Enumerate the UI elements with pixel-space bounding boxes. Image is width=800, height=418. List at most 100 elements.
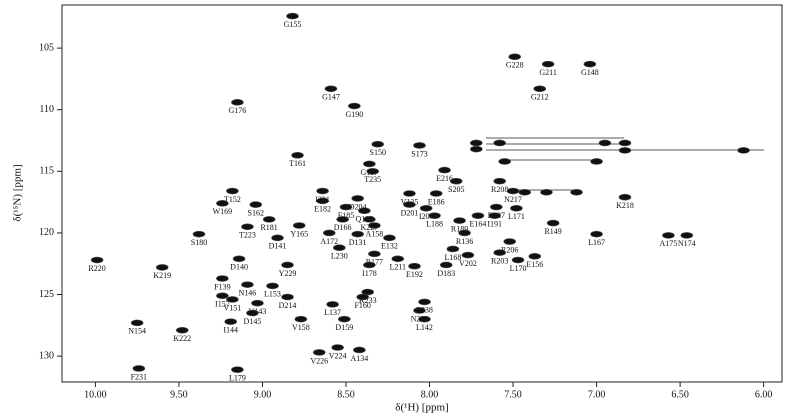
peak <box>413 307 426 314</box>
peak <box>429 190 443 197</box>
peak-label: R208 <box>491 185 508 194</box>
peak <box>226 187 239 195</box>
peak <box>737 147 750 154</box>
peak-label: V224 <box>329 351 347 360</box>
y-axis-label: δ(¹⁵N) [ppm] <box>12 164 24 221</box>
peak-label: L211 <box>389 263 406 272</box>
x-tick-label: 6.00 <box>755 389 773 400</box>
y-tick-label: 115 <box>39 166 54 177</box>
peak-label: S180 <box>191 238 207 247</box>
peak-label: G176 <box>229 106 247 115</box>
peak <box>488 212 501 219</box>
peak-label: V202 <box>459 259 477 268</box>
peak <box>336 216 349 223</box>
y-tick-label: 125 <box>39 289 54 300</box>
peak-label: G155 <box>284 20 302 29</box>
peak <box>192 230 206 238</box>
peak-label: D140 <box>230 263 248 272</box>
peak <box>458 229 471 237</box>
peak <box>339 203 353 211</box>
peak-label: F185 <box>338 211 354 220</box>
peak-label: N217 <box>504 195 522 204</box>
peak <box>322 229 336 237</box>
peak-label: V226 <box>310 356 328 365</box>
peak <box>428 212 441 219</box>
peak-label: I157 <box>215 300 230 309</box>
peak-label: T152 <box>224 195 241 204</box>
peak <box>348 102 361 110</box>
peak <box>662 232 675 239</box>
peak-label: K233 <box>359 296 377 305</box>
peak <box>461 251 475 259</box>
peak <box>216 275 229 282</box>
peak <box>326 301 339 308</box>
peak <box>503 238 517 245</box>
peak-label: K218 <box>616 201 634 210</box>
peak-label: I207 <box>419 212 434 221</box>
peak <box>453 217 466 224</box>
peak <box>439 261 453 269</box>
peak <box>216 292 229 300</box>
peak <box>493 177 506 185</box>
x-tick-label: 10.00 <box>84 389 107 400</box>
peak <box>383 234 396 242</box>
x-tick-label: 7.50 <box>504 389 522 400</box>
peak <box>363 261 376 269</box>
peak-label: N174 <box>678 239 696 248</box>
peak-label: E132 <box>381 242 398 251</box>
peak <box>511 256 525 264</box>
peak <box>498 158 511 165</box>
peak-label: E192 <box>406 270 423 279</box>
peak <box>418 315 431 323</box>
peak-label: F139 <box>214 282 230 291</box>
peak-label: A175 <box>660 239 678 248</box>
peak-label: R149 <box>544 227 561 236</box>
peak <box>356 293 369 301</box>
peak-label: G212 <box>531 93 549 102</box>
peak-label: V158 <box>292 323 310 332</box>
peak-label: L167 <box>588 238 605 247</box>
peak <box>262 216 276 223</box>
peak <box>533 85 547 93</box>
peak <box>391 255 405 263</box>
peak <box>490 203 503 211</box>
peak <box>241 223 254 231</box>
peak-label: F160 <box>354 301 370 310</box>
y-tick-label: 110 <box>39 104 54 115</box>
x-tick-label: 6.50 <box>671 389 689 400</box>
y-tick-label: 105 <box>39 42 54 53</box>
peak-label: E182 <box>314 205 331 214</box>
peak-label: L230 <box>331 252 348 261</box>
peak <box>618 139 632 147</box>
peak <box>419 204 433 212</box>
peak <box>331 344 344 351</box>
peak-label: L188 <box>426 220 443 229</box>
x-tick-label: 8.50 <box>337 389 355 400</box>
peak <box>403 201 416 208</box>
peak <box>590 158 603 165</box>
peak-label: T235 <box>364 175 381 184</box>
peak <box>281 293 294 301</box>
peak-label: T161 <box>289 159 306 168</box>
peak <box>324 85 338 93</box>
peak <box>508 53 522 61</box>
peak <box>271 234 284 242</box>
peak-label: D131 <box>349 238 367 247</box>
peak <box>132 365 146 372</box>
peak-label: I144 <box>223 325 238 334</box>
peak <box>528 253 542 260</box>
y-tick-label: 130 <box>39 350 54 361</box>
peak-label: R189 <box>451 224 468 233</box>
peak <box>366 168 380 175</box>
peak-label: S150 <box>370 148 386 157</box>
peak-label: D145 <box>244 317 262 326</box>
peak-label: D214 <box>279 301 297 310</box>
peak <box>469 145 483 153</box>
peak <box>471 212 485 219</box>
peak-label: Y229 <box>279 269 297 278</box>
peak <box>510 204 523 212</box>
peak <box>518 188 532 196</box>
peak <box>493 249 506 256</box>
peak <box>338 315 351 323</box>
peak <box>540 188 553 196</box>
